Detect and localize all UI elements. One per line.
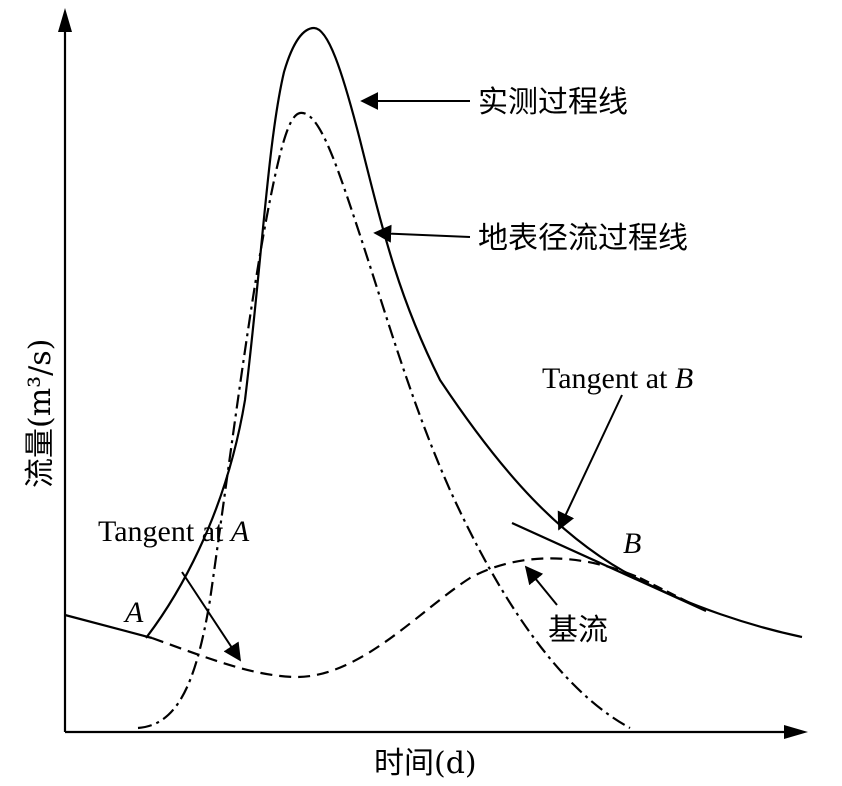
axes (58, 8, 808, 739)
tangent-a-prefix: Tangent at (98, 515, 231, 548)
baseflow-arrow-icon (524, 565, 558, 606)
baseflow-label: 基流 (548, 613, 608, 648)
tangent-b-prefix: Tangent at (542, 362, 675, 395)
pre-event-baseflow-line (64, 613, 153, 640)
tangent-b-point: B (675, 362, 693, 395)
measured-hydrograph-curve (145, 26, 803, 639)
tangent-a-arrow-icon (181, 571, 241, 662)
tangent-line-b-dashed (639, 577, 707, 612)
x-axis-label: 时间(d) (374, 746, 477, 781)
y-axis-label: 流量(m³/s) (23, 339, 58, 488)
y-axis-arrow-icon (58, 8, 72, 32)
surface-runoff-label: 地表径流过程线 (478, 221, 688, 256)
measured-curve-label: 实测过程线 (478, 85, 628, 120)
tangent-b-arrow-icon (557, 394, 623, 531)
baseflow-curve (151, 557, 641, 679)
surface-runoff-arrow-icon (373, 224, 471, 243)
point-a-label: A (123, 596, 144, 629)
point-b-label: B (623, 527, 641, 560)
x-axis-arrow-icon (784, 725, 808, 739)
tangent-b-label: Tangent at B (542, 362, 693, 395)
surface-runoff-curve (137, 111, 631, 730)
tangent-line-b (511, 521, 707, 613)
tangent-a-point: A (229, 515, 250, 548)
tangent-a-label: Tangent at A (98, 515, 250, 548)
